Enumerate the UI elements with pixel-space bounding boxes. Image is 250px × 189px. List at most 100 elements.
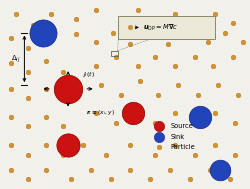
Point	[210, 65, 214, 68]
Point	[215, 84, 219, 87]
Point	[192, 18, 196, 21]
Point	[168, 168, 172, 171]
Point	[103, 153, 107, 156]
Point	[232, 121, 236, 124]
Point	[113, 121, 117, 124]
Point	[9, 61, 13, 64]
Point	[208, 168, 212, 171]
Point	[173, 144, 177, 147]
Point	[212, 112, 216, 115]
Point	[192, 55, 196, 58]
Point	[128, 168, 132, 171]
Point	[222, 31, 226, 34]
Point	[31, 24, 35, 27]
Point	[14, 12, 18, 15]
Point	[73, 18, 77, 21]
Point	[44, 168, 48, 171]
Text: $\Delta_{ij}$: $\Delta_{ij}$	[11, 53, 20, 65]
Point	[136, 9, 140, 12]
Point	[228, 177, 232, 180]
Text: $\boldsymbol{u}_\mathrm{DP} = M\boldsymbol{\nabla}c$: $\boldsymbol{u}_\mathrm{DP} = M\boldsymb…	[142, 22, 178, 33]
Point	[128, 42, 132, 45]
Point	[9, 37, 13, 40]
Point	[153, 55, 157, 58]
Point	[93, 112, 97, 115]
Point	[232, 153, 236, 156]
Point	[235, 93, 239, 96]
Point	[155, 93, 159, 96]
Point	[195, 93, 199, 96]
Point	[130, 112, 134, 115]
Point	[136, 65, 140, 68]
Point	[165, 42, 169, 45]
Point	[73, 33, 77, 36]
Point	[26, 177, 30, 180]
Point	[93, 40, 97, 43]
Text: Sink: Sink	[170, 134, 184, 140]
Point	[68, 177, 72, 180]
FancyBboxPatch shape	[118, 16, 214, 39]
Point	[138, 80, 142, 83]
Point	[173, 12, 177, 15]
Point	[9, 87, 13, 90]
Point	[93, 65, 97, 68]
Point	[108, 177, 112, 180]
Point	[66, 144, 70, 147]
Point	[188, 177, 192, 180]
Point	[44, 59, 48, 62]
Point	[26, 46, 30, 49]
Point	[192, 153, 196, 156]
Bar	[110, 51, 117, 56]
Point	[93, 9, 97, 12]
Point	[41, 31, 45, 34]
Point	[26, 70, 30, 74]
Point	[26, 97, 30, 100]
Point	[173, 112, 177, 115]
Text: $\boldsymbol{r}_i \equiv (x_i, y)$: $\boldsymbol{r}_i \equiv (x_i, y)$	[85, 108, 114, 117]
Point	[173, 65, 177, 68]
Text: Source: Source	[170, 123, 192, 129]
Point	[156, 125, 160, 128]
Point	[198, 115, 202, 119]
Text: $J_i(t)$: $J_i(t)$	[82, 70, 94, 79]
Point	[44, 144, 48, 147]
Point	[148, 177, 152, 180]
Point	[9, 115, 13, 119]
Point	[156, 146, 160, 149]
Point	[88, 168, 92, 171]
Point	[61, 70, 65, 74]
Point	[118, 93, 122, 96]
Point	[9, 168, 13, 171]
Point	[26, 125, 30, 128]
Text: Particle: Particle	[170, 144, 194, 150]
Point	[26, 153, 30, 156]
Point	[9, 144, 13, 147]
Point	[230, 55, 234, 58]
Point	[205, 40, 209, 43]
Point	[218, 168, 222, 171]
Point	[44, 87, 48, 90]
Point	[212, 144, 216, 147]
Point	[66, 87, 70, 90]
Point	[110, 31, 114, 34]
Point	[153, 153, 157, 156]
Point	[113, 55, 117, 58]
Point	[118, 18, 122, 21]
Point	[148, 31, 152, 34]
Point	[61, 153, 65, 156]
Point	[240, 40, 244, 43]
Point	[128, 144, 132, 147]
Point	[81, 144, 85, 147]
Point	[44, 115, 48, 119]
Point	[230, 22, 234, 25]
Point	[185, 33, 189, 36]
Point	[175, 84, 179, 87]
Point	[153, 121, 157, 124]
Point	[98, 84, 102, 87]
Point	[155, 22, 159, 25]
Point	[128, 26, 132, 29]
Point	[61, 125, 65, 128]
Point	[156, 135, 160, 138]
Point	[192, 121, 196, 124]
Point	[212, 12, 216, 15]
